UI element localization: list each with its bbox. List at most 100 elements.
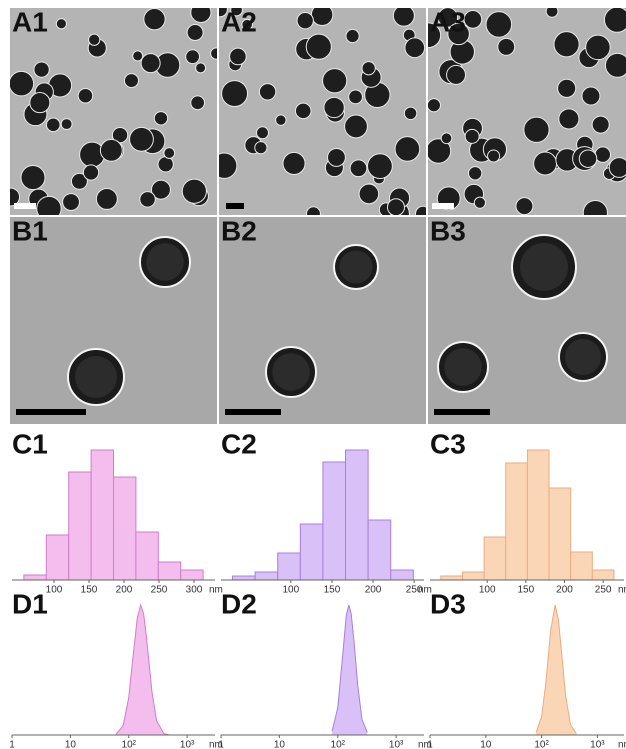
scale-bar bbox=[225, 409, 281, 415]
scale-bar bbox=[16, 409, 86, 415]
x-tick-label: 10 bbox=[480, 740, 492, 749]
particle bbox=[89, 34, 100, 45]
x-tick-label: 10² bbox=[122, 740, 137, 749]
histogram-bar bbox=[462, 572, 484, 580]
panel-label: A3 bbox=[430, 6, 466, 37]
particle bbox=[546, 5, 558, 17]
x-tick-label: 200 bbox=[365, 585, 382, 596]
histogram-bar bbox=[391, 570, 414, 580]
particle bbox=[323, 69, 347, 93]
particle bbox=[368, 154, 393, 179]
panel-label: B1 bbox=[12, 215, 48, 246]
micrograph: B2 bbox=[219, 215, 426, 424]
histogram-bar bbox=[158, 562, 180, 580]
histogram-bar bbox=[571, 552, 593, 580]
particle-core bbox=[565, 339, 601, 375]
particle bbox=[255, 142, 267, 154]
particle bbox=[222, 81, 248, 107]
x-tick-label: 10³ bbox=[180, 740, 195, 749]
particle-core bbox=[272, 353, 310, 391]
panel-label: D3 bbox=[430, 588, 466, 619]
particle bbox=[349, 90, 363, 104]
particle bbox=[164, 148, 175, 159]
particle bbox=[359, 184, 379, 204]
scale-bar bbox=[432, 203, 454, 209]
figure: A1A2A3B1B2B3C1100150200250300nmC21001502… bbox=[0, 0, 626, 749]
x-tick-label: 150 bbox=[81, 585, 98, 596]
particle bbox=[346, 29, 359, 42]
particle bbox=[61, 119, 72, 130]
particle bbox=[230, 48, 247, 65]
x-tick-label: 10 bbox=[274, 740, 286, 749]
panel-label: A2 bbox=[221, 6, 257, 37]
particle bbox=[297, 12, 313, 28]
panel-label: D2 bbox=[221, 588, 257, 619]
micrograph: A3 bbox=[416, 5, 626, 224]
histogram-bar bbox=[368, 520, 391, 580]
panel-label: B3 bbox=[430, 215, 466, 246]
micrograph: A2 bbox=[212, 2, 431, 226]
histogram-bar bbox=[323, 462, 346, 580]
particle bbox=[404, 107, 416, 119]
particle bbox=[182, 179, 206, 203]
histogram-bar bbox=[69, 472, 91, 580]
x-tick-label: 250 bbox=[151, 585, 168, 596]
particle bbox=[34, 62, 49, 77]
micrograph: A1 bbox=[2, 2, 222, 220]
panel-label: B2 bbox=[221, 215, 257, 246]
histogram-bar bbox=[91, 450, 113, 580]
micrograph-background bbox=[219, 217, 426, 424]
particle bbox=[78, 88, 93, 103]
particle bbox=[464, 11, 482, 29]
histogram-bar bbox=[233, 576, 256, 580]
particle bbox=[30, 93, 50, 113]
x-tick-label: 200 bbox=[556, 585, 573, 596]
histogram-bar bbox=[484, 537, 506, 580]
particle bbox=[124, 74, 138, 88]
particle bbox=[465, 129, 479, 143]
particle bbox=[311, 4, 332, 25]
x-tick-label: 250 bbox=[595, 585, 612, 596]
x-tick-label: 1 bbox=[218, 740, 224, 749]
particle bbox=[468, 167, 481, 180]
micrograph: B1 bbox=[10, 215, 217, 424]
histogram-bar bbox=[46, 535, 68, 580]
particle-core bbox=[520, 243, 568, 291]
particle-core bbox=[340, 251, 373, 284]
particle bbox=[558, 79, 576, 97]
panel-label: D1 bbox=[12, 588, 48, 619]
particle bbox=[345, 115, 368, 138]
particle bbox=[187, 25, 203, 41]
x-tick-label: 10 bbox=[65, 740, 77, 749]
particle bbox=[474, 197, 485, 208]
particle bbox=[295, 103, 311, 119]
particle bbox=[534, 152, 557, 175]
particle bbox=[516, 198, 533, 215]
particle bbox=[133, 51, 143, 61]
particle bbox=[154, 112, 167, 125]
panel-label: C3 bbox=[430, 428, 466, 459]
particle bbox=[605, 53, 626, 77]
particle bbox=[130, 127, 154, 151]
particle bbox=[586, 35, 611, 60]
particle bbox=[63, 194, 80, 211]
histogram-bar bbox=[24, 575, 46, 580]
x-tick-label: 100 bbox=[283, 585, 300, 596]
histogram-bar bbox=[136, 532, 158, 580]
particle bbox=[283, 152, 305, 174]
particle bbox=[56, 19, 66, 29]
particle bbox=[276, 115, 286, 125]
histogram-bar bbox=[278, 553, 301, 580]
histogram-bar bbox=[549, 488, 571, 580]
particle bbox=[21, 166, 45, 190]
particle bbox=[196, 63, 206, 73]
particle bbox=[144, 8, 165, 29]
x-tick-label: 1 bbox=[427, 740, 433, 749]
x-tick-label: 10³ bbox=[389, 740, 404, 749]
particle bbox=[141, 54, 160, 73]
micrograph: B3 bbox=[428, 215, 626, 424]
particle-core bbox=[75, 356, 117, 398]
particle bbox=[595, 147, 610, 162]
x-tick-label: 10² bbox=[534, 740, 549, 749]
panel-label: C2 bbox=[221, 428, 257, 459]
